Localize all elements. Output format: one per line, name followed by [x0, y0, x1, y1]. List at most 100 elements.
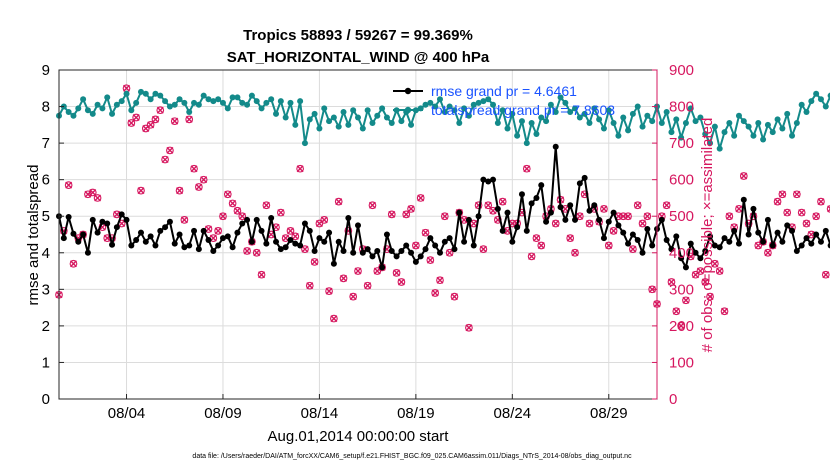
totalspread-series-point — [350, 107, 357, 114]
obs-possible-point — [431, 289, 440, 297]
y-left-axis-ticks: 0 1 2 3 4 5 6 7 8 9 — [42, 62, 64, 408]
obs-possible-point — [141, 124, 150, 133]
rmse-series-point — [273, 238, 280, 245]
rmse-series-point — [745, 231, 752, 238]
totalspread-series-point — [572, 105, 579, 112]
totalspread-series-point — [586, 120, 593, 127]
obs-possible-point — [826, 205, 830, 213]
totalspread-series-point — [229, 94, 236, 101]
totalspread-series-point — [731, 132, 738, 139]
totalspread-series-point — [239, 99, 246, 106]
obs-assimilated-point — [798, 209, 806, 217]
totalspread-series-point — [755, 120, 762, 127]
obs-possible-point — [363, 281, 372, 290]
obs-assimilated-point — [349, 293, 357, 301]
obs-possible-point — [812, 212, 820, 221]
rmse-series-point — [764, 216, 771, 223]
rmse-series-point — [393, 253, 400, 260]
totalspread-series-point — [827, 92, 830, 99]
rmse-series-point — [538, 182, 545, 189]
y-left-tick-label: 0 — [42, 391, 50, 408]
rmse-series-point — [697, 255, 704, 262]
obs-assimilated-point — [238, 212, 246, 220]
totalspread-series-point — [509, 110, 516, 117]
obs-assimilated-point — [354, 267, 362, 275]
obs-assimilated-point — [393, 269, 401, 277]
totalspread-series-point — [210, 98, 217, 105]
y-right-tick-label: 400 — [669, 245, 694, 262]
totalspread-series-point — [682, 120, 689, 127]
obs-possible-point — [349, 292, 358, 301]
totalspread-series-point — [374, 112, 381, 119]
totalspread-series-point — [335, 123, 342, 130]
obs-possible-point — [296, 164, 304, 173]
rmse-series-point — [412, 258, 419, 265]
obs-assimilated-point — [740, 172, 748, 180]
obs-assimilated-point — [793, 190, 801, 198]
obs-assimilated-point — [185, 115, 193, 123]
rmse-series-point — [649, 242, 656, 249]
totalspread-series-point — [803, 109, 810, 116]
totalspread-series-point — [605, 107, 612, 114]
totalspread-series-point — [514, 132, 521, 139]
rmse-series-point — [239, 220, 246, 227]
obs-possible-point — [373, 267, 382, 275]
rmse-series-point — [514, 224, 521, 231]
rmse-series-point — [441, 238, 448, 245]
obs-possible-point — [262, 201, 271, 210]
rmse-series-point — [663, 236, 670, 243]
obs-possible-point — [629, 245, 637, 253]
rmse-series-point — [282, 244, 289, 251]
totalspread-series-point — [383, 114, 390, 121]
obs-possible-point — [677, 322, 685, 330]
rmse-series-point — [779, 238, 786, 245]
obs-possible-point — [320, 216, 329, 224]
obs-assimilated-point — [672, 307, 680, 315]
rmse-series-point — [408, 249, 415, 256]
obs-assimilated-point — [243, 247, 251, 255]
obs-possible-point — [445, 248, 454, 257]
rmse-series-point — [668, 246, 675, 253]
rmse-series-point — [456, 209, 463, 216]
totalspread-series-point — [195, 101, 202, 108]
legend-rmse-label: rmse grand pr = 4.6461 — [431, 83, 577, 99]
rmse-series-point — [195, 246, 202, 253]
totalspread-series-point — [490, 101, 497, 108]
obs-assimilated-point — [426, 256, 434, 264]
rmse-series-point — [253, 216, 260, 223]
totalspread-series-point — [793, 120, 800, 127]
rmse-series-point — [427, 235, 434, 242]
rmse-series-point — [504, 209, 511, 216]
obs-assimilated-point — [460, 216, 468, 224]
totalspread-series-point — [205, 96, 212, 103]
legend: rmse grand pr = 4.6461 totalspread grand… — [393, 83, 615, 118]
obs-possible-point — [450, 292, 459, 301]
obs-assimilated-point — [195, 183, 203, 191]
rmse-series-point — [557, 204, 564, 211]
totalspread-series-point — [147, 96, 154, 103]
totalspread-series-point — [465, 112, 472, 119]
obs-possible-point — [301, 245, 309, 253]
rmse-series-point — [350, 249, 357, 256]
rmse-series-point — [827, 242, 830, 249]
obs-assimilated-point — [706, 293, 714, 301]
y-left-tick-label: 9 — [42, 62, 50, 79]
totalspread-series-point — [629, 110, 636, 117]
obs-possible-point — [334, 197, 343, 206]
rmse-series-point — [65, 213, 72, 220]
obs-possible-point — [619, 212, 628, 221]
rmse-series-point — [528, 200, 535, 207]
obs-assimilated-point — [696, 267, 704, 275]
rmse-series-point — [75, 238, 82, 245]
y-left-tick-label: 2 — [42, 318, 50, 335]
totalspread-series-point — [567, 109, 574, 116]
rmse-series-point — [470, 242, 477, 249]
obs-possible-point — [223, 190, 232, 199]
obs-assimilated-point — [465, 324, 473, 332]
y-left-tick-label: 7 — [42, 135, 50, 152]
totalspread-series-point — [109, 110, 116, 117]
rmse-series-point — [572, 216, 579, 223]
totalspread-series-point — [610, 120, 617, 127]
y-left-tick-label: 4 — [42, 245, 50, 262]
totalspread-series-point — [461, 105, 468, 112]
